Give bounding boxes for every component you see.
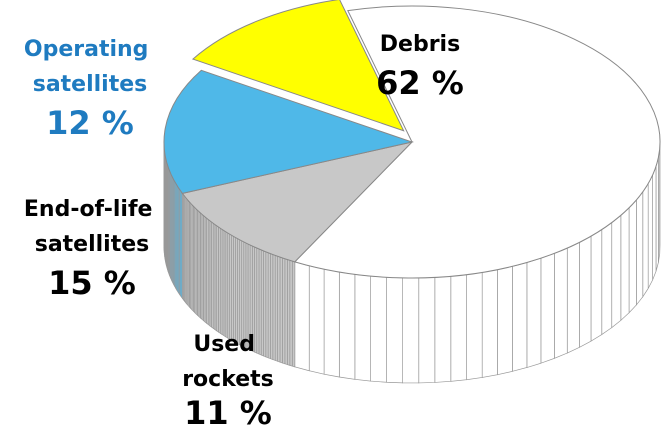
value-label: 11 % bbox=[184, 394, 272, 432]
pie-side bbox=[284, 258, 288, 366]
pie-side bbox=[655, 157, 659, 272]
pie-side bbox=[512, 262, 528, 372]
pie-tops bbox=[163, 0, 661, 279]
value-label: 12 % bbox=[46, 104, 134, 142]
pie-side bbox=[279, 256, 283, 364]
pie-side bbox=[647, 174, 653, 289]
pie-side bbox=[338, 271, 356, 380]
pie-side bbox=[386, 276, 404, 384]
pie-side bbox=[323, 268, 340, 378]
pie-side bbox=[526, 257, 542, 368]
value-label: 62 % bbox=[376, 64, 464, 102]
pie-side bbox=[601, 221, 613, 336]
pie-side bbox=[270, 253, 274, 361]
pie-side bbox=[554, 247, 568, 359]
pie-slice bbox=[163, 69, 414, 194]
pie-side bbox=[418, 277, 436, 384]
pie-side bbox=[267, 252, 271, 360]
pie-side bbox=[611, 214, 622, 329]
category-label: End-of-life satellites bbox=[24, 197, 160, 257]
pie-side bbox=[294, 261, 310, 372]
pie-side bbox=[402, 277, 420, 384]
category-label: Debris bbox=[380, 32, 460, 57]
pie-side bbox=[434, 275, 452, 383]
pie-side bbox=[272, 254, 276, 361]
pie-side bbox=[642, 182, 649, 298]
pie-side bbox=[497, 265, 513, 376]
pie-side bbox=[291, 260, 296, 368]
pie-side bbox=[450, 274, 467, 382]
pie-side bbox=[620, 206, 630, 322]
pie-side bbox=[286, 259, 291, 366]
value-label: 15 % bbox=[48, 264, 136, 302]
pie-slice bbox=[191, 0, 405, 132]
pie-side bbox=[308, 265, 325, 375]
pie-slice bbox=[293, 5, 661, 279]
pie-side bbox=[277, 255, 281, 363]
pie-side bbox=[636, 190, 644, 306]
category-label: Used rockets bbox=[182, 332, 274, 392]
pie-side bbox=[628, 199, 637, 314]
pie-side bbox=[652, 166, 657, 281]
pie-side bbox=[282, 257, 286, 365]
pie-side bbox=[354, 273, 371, 382]
pie-side bbox=[274, 254, 278, 362]
category-label: Operating satellites bbox=[24, 37, 156, 97]
pie-side bbox=[566, 241, 580, 354]
pie-side bbox=[540, 252, 555, 364]
pie-side bbox=[481, 269, 498, 378]
pie-side bbox=[590, 228, 603, 342]
pie-side bbox=[466, 272, 483, 381]
pie-side bbox=[579, 235, 592, 348]
pie-slice bbox=[181, 141, 414, 263]
pie-side bbox=[370, 275, 387, 383]
pie-side bbox=[289, 259, 293, 367]
